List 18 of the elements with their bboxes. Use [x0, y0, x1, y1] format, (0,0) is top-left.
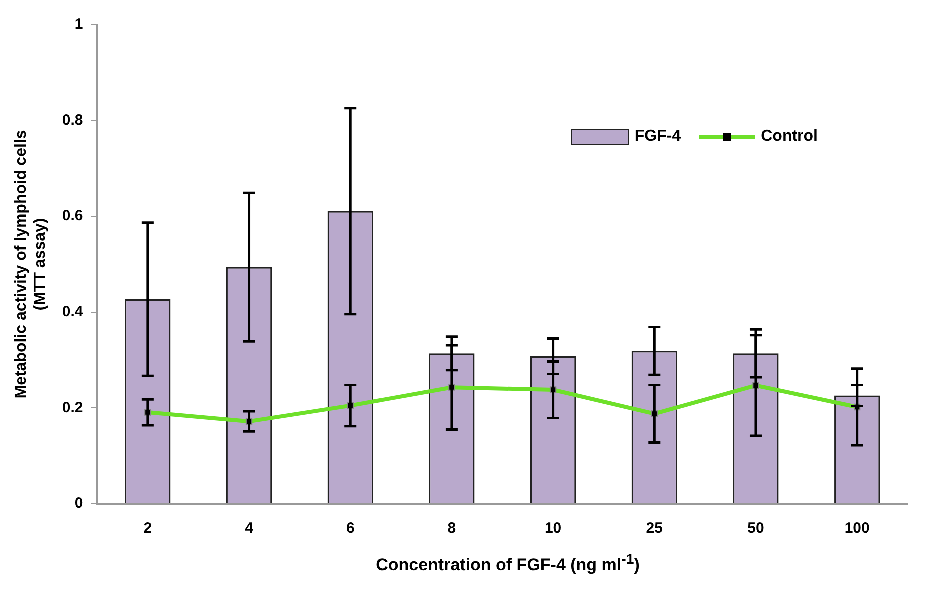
x-tick-label: 100	[844, 520, 870, 538]
y-tick-label: 0.8	[62, 112, 84, 129]
y-tick-label: 1	[74, 16, 84, 34]
x-tick-label: 6	[346, 520, 355, 538]
x-axis-title: Concentration of FGF-4 (ng ml$^{-1}$)	[375, 552, 641, 576]
y-tick-label: 0.2	[62, 399, 84, 416]
x-tick-label: 8	[448, 520, 456, 538]
legend-label: FGF-4	[634, 128, 682, 146]
x-tick-label: 50	[748, 520, 764, 538]
legend-label: Control	[761, 128, 818, 146]
y-tick-label: 0	[74, 495, 84, 512]
y-tick-label: 0.4	[62, 304, 84, 321]
x-tick-label: 2	[144, 520, 152, 538]
y-axis-title: Metabolic activity of lymphoid cells (MTT assay)	[13, 130, 50, 399]
x-tick-label: 10	[544, 520, 562, 538]
x-tick-label: 25	[646, 520, 663, 538]
y-tick-label: 0.6	[62, 208, 84, 225]
x-tick-label: 4	[245, 520, 254, 538]
